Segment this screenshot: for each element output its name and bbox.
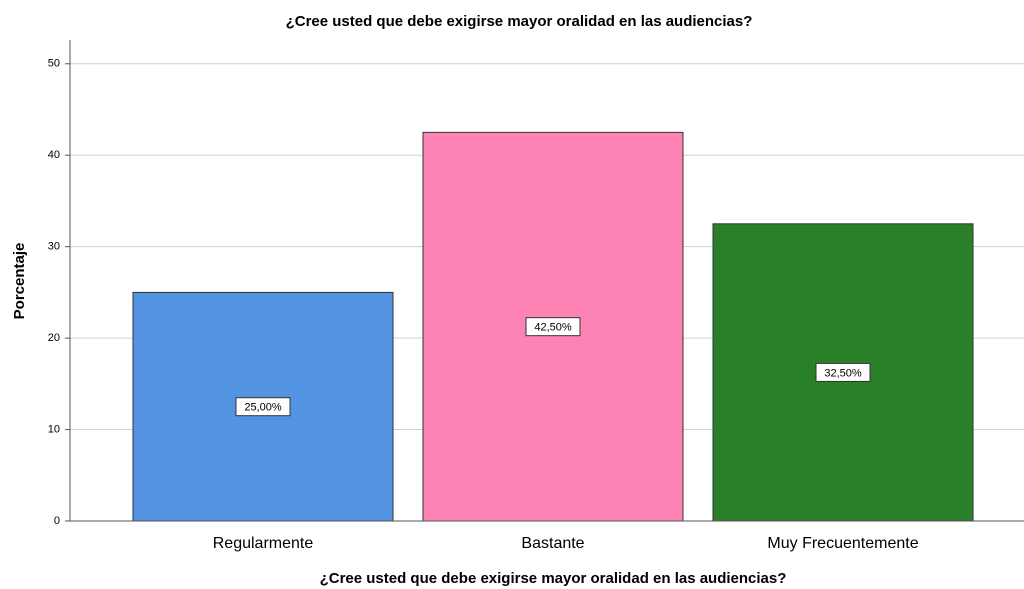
value-label-box (525, 317, 581, 337)
x-tick-label: Regularmente (213, 535, 314, 552)
y-tick-label: 50 (48, 58, 60, 70)
x-axis-label: ¿Cree usted que debe exigirse mayor oral… (320, 570, 787, 587)
x-tick-label: Bastante (521, 535, 584, 552)
x-tick-label: Muy Frecuentemente (767, 535, 918, 552)
y-tick-label: 30 (48, 241, 60, 253)
y-axis-label: Porcentaje (11, 243, 28, 320)
value-label: 42,50% (534, 322, 572, 334)
y-tick-label: 20 (48, 332, 60, 344)
chart-title: ¿Cree usted que debe exigirse mayor oral… (286, 13, 753, 30)
value-label-box (815, 362, 871, 382)
y-tick-label: 10 (48, 423, 60, 435)
value-label: 25,00% (244, 402, 282, 414)
value-label-box (235, 397, 291, 417)
y-tick-label: 40 (48, 149, 60, 161)
value-label: 32,50% (824, 367, 862, 379)
y-tick-label: 0 (54, 515, 60, 527)
